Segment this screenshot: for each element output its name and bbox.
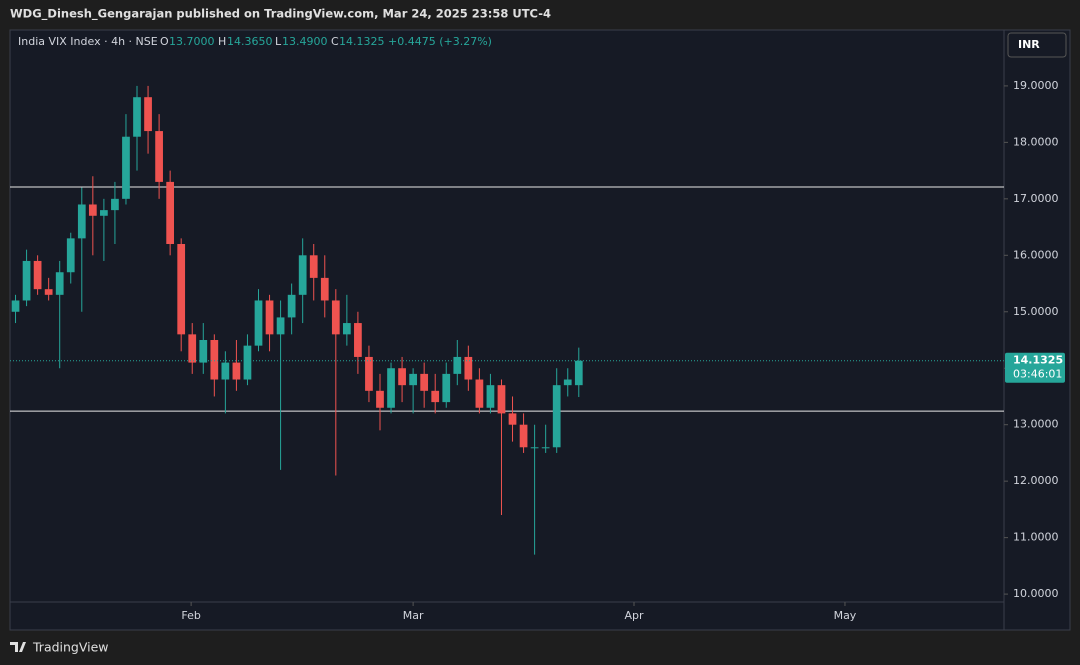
candle-body (11, 300, 20, 312)
legend-o-label: O (160, 35, 169, 48)
candle-body (199, 339, 208, 363)
legend-h: 14.3650 (227, 35, 273, 48)
candle-body (77, 204, 86, 239)
candle-body (232, 362, 241, 380)
candle-body (409, 373, 417, 386)
candle-body (133, 97, 141, 137)
candle-body (519, 424, 528, 448)
legend-o: 13.7000 (169, 35, 215, 48)
countdown: 03:46:01 (1013, 368, 1062, 381)
x-tick-label: May (834, 609, 857, 622)
candle-body (331, 300, 340, 335)
y-tick-label: 18.0000 (1013, 135, 1059, 148)
x-tick-label: Mar (403, 609, 424, 622)
candle-body (177, 244, 186, 335)
candle-body (265, 300, 274, 335)
candle-body (552, 385, 561, 448)
candle-body (210, 339, 219, 380)
last-price-tag (1005, 352, 1065, 383)
candle-body (88, 204, 97, 216)
legend-l-label: L (275, 35, 282, 48)
candle-body (122, 136, 130, 199)
legend-change: +0.4475 (+3.27%) (388, 35, 492, 48)
candle-body (66, 238, 75, 273)
x-tick-label: Apr (624, 609, 644, 622)
candle-body (243, 345, 252, 380)
candle-body (298, 255, 307, 295)
currency-button[interactable] (1007, 32, 1067, 58)
candle-body (144, 97, 152, 132)
candle-body (287, 294, 296, 318)
currency-label: INR (1018, 38, 1040, 51)
legend-c: 14.1325 (339, 35, 385, 48)
candle-body (376, 390, 384, 408)
candle-body (508, 413, 517, 425)
candle-body (453, 356, 462, 374)
candle-body (309, 255, 318, 278)
last-price-label: 14.1325 (1013, 354, 1063, 367)
y-tick-label: 19.0000 (1013, 79, 1059, 92)
candle-body (166, 181, 175, 245)
y-tick-label: 17.0000 (1013, 192, 1059, 205)
candle-body (354, 323, 362, 357)
candle-body (188, 334, 197, 363)
candle-body (44, 289, 53, 295)
candle-body (365, 356, 373, 391)
candle-body (221, 362, 230, 380)
candle-body (254, 300, 263, 346)
candle-body (276, 317, 285, 335)
candle-body (563, 379, 572, 386)
candle-body (541, 447, 550, 449)
candle-body (442, 373, 451, 403)
candle-body (420, 373, 429, 391)
y-tick-label: 16.0000 (1013, 248, 1059, 261)
candle-body (111, 198, 119, 211)
candle-body (320, 277, 329, 301)
candle-body (486, 385, 495, 408)
candle-body (342, 323, 351, 335)
y-tick-label: 12.0000 (1013, 474, 1059, 487)
candle-body (464, 356, 473, 380)
brand: TradingView (32, 640, 109, 655)
candle-body (475, 379, 484, 408)
candle-body (497, 385, 506, 414)
y-tick-label: 13.0000 (1013, 418, 1059, 431)
candles (11, 85, 583, 555)
candle-body (33, 260, 42, 290)
legend-h-label: H (218, 35, 226, 48)
legend-c-label: C (331, 35, 339, 48)
candle-body (431, 390, 440, 403)
publish-header: WDG_Dinesh_Gengarajan published on Tradi… (10, 7, 551, 22)
logo: TradingView (10, 640, 109, 655)
candle-body (155, 131, 163, 182)
chart-panel (9, 29, 1071, 631)
legend: India VIX Index · 4h · NSE O 13.7000 H 1… (18, 35, 492, 48)
candle-body (574, 360, 583, 386)
legend-symbol: India VIX Index · 4h · NSE (18, 35, 158, 48)
y-tick-label: 11.0000 (1013, 531, 1059, 544)
candle-body (55, 272, 64, 295)
logo-icon (10, 642, 26, 652)
candle-body (387, 368, 395, 408)
candle-body (530, 447, 539, 449)
candle-body (100, 210, 108, 216)
candle-body (398, 368, 406, 386)
y-tick-label: 15.0000 (1013, 305, 1059, 318)
candle-body (22, 260, 31, 301)
legend-l: 13.4900 (282, 35, 328, 48)
y-tick-label: 10.0000 (1013, 587, 1059, 600)
x-tick-label: Feb (181, 609, 200, 622)
